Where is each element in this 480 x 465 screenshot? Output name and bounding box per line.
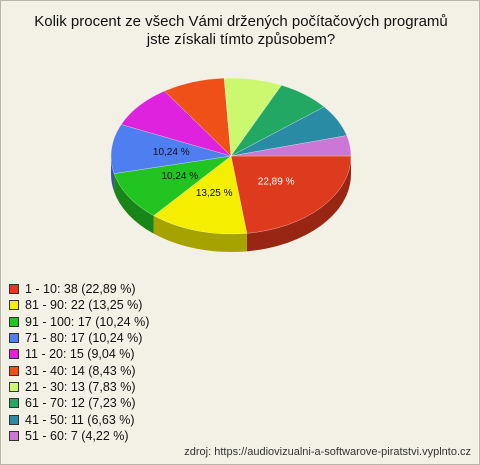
pie-slice-side [153, 215, 247, 252]
legend-item: 81 - 90: 22 (13,25 %) [9, 297, 149, 313]
pie-slice-side [246, 156, 351, 252]
pie-slice [230, 135, 352, 157]
chart-title: Kolik procent ze všech Vámi držených poč… [34, 13, 448, 48]
legend-item: 11 - 20: 15 (9,04 %) [9, 346, 149, 362]
legend-swatch [9, 365, 19, 376]
pie-slice-side [114, 173, 154, 234]
legend-item: 51 - 60: 7 (4,22 %) [9, 428, 149, 444]
legend-swatch [9, 381, 19, 392]
legend-label: 91 - 100: 17 (10,24 %) [25, 314, 150, 329]
data-label: 22,89 % [258, 176, 295, 187]
legend-swatch [9, 430, 19, 441]
legend-item: 61 - 70: 12 (7,23 %) [9, 395, 149, 411]
legend-label: 31 - 40: 14 (8,43 %) [25, 363, 136, 378]
legend-swatch [9, 349, 19, 360]
legend-label: 71 - 80: 17 (10,24 %) [25, 331, 143, 346]
data-label: 13,25 % [196, 188, 233, 199]
legend-label: 51 - 60: 7 (4,22 %) [25, 428, 129, 443]
pie-slice [230, 155, 352, 234]
legend-swatch [9, 300, 19, 311]
legend-swatch [9, 284, 19, 295]
legend-label: 21 - 30: 13 (7,83 %) [25, 379, 136, 394]
source: zdroj: https://audiovizualni-a-softwarov… [184, 446, 471, 458]
legend-swatch [9, 398, 19, 409]
pie-slice [110, 124, 232, 174]
pie-slice [153, 155, 248, 235]
data-label: 10,24 % [161, 171, 198, 182]
legend-label: 1 - 10: 38 (22,89 %) [25, 282, 136, 297]
pie-area: 22,89 % 13,25 % 10,24 % 10,24 % [110, 77, 352, 252]
legend-swatch [9, 414, 19, 425]
legend-item: 41 - 50: 11 (6,63 %) [9, 411, 149, 427]
legend-item: 31 - 40: 14 (8,43 %) [9, 362, 149, 378]
legend-item: 71 - 80: 17 (10,24 %) [9, 330, 149, 346]
data-label: 10,24 % [153, 147, 190, 158]
legend-label: 61 - 70: 12 (7,23 %) [25, 396, 136, 411]
legend: 1 - 10: 38 (22,89 %) 81 - 90: 22 (13,25 %… [9, 281, 149, 444]
legend-item: 21 - 30: 13 (7,83 %) [9, 379, 149, 395]
legend-item: 1 - 10: 38 (22,89 %) [9, 281, 149, 297]
legend-label: 41 - 50: 11 (6,63 %) [25, 412, 135, 427]
legend-item: 91 - 100: 17 (10,24 %) [9, 314, 149, 330]
legend-label: 11 - 20: 15 (9,04 %) [25, 347, 135, 362]
legend-label: 81 - 90: 22 (13,25 %) [25, 298, 143, 313]
legend-swatch [9, 316, 19, 327]
pie-slice [113, 155, 232, 216]
legend-swatch [9, 333, 19, 344]
